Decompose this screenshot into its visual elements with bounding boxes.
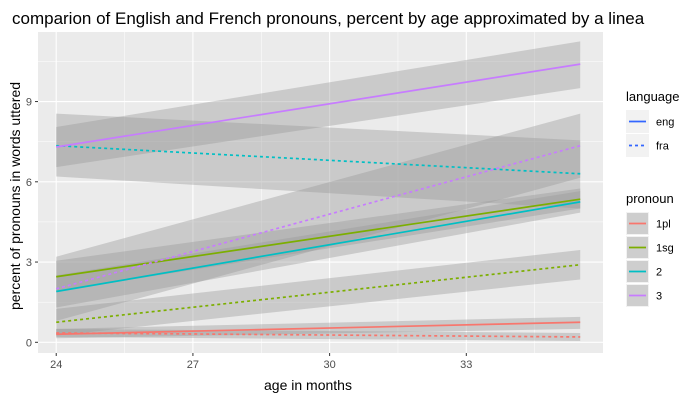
ribbon-3-eng: [56, 41, 581, 168]
trend-lines: [56, 63, 581, 338]
y-axis: 0 3 6 9: [26, 97, 38, 349]
plot-panel: [38, 32, 603, 353]
x-tick-label: 24: [50, 359, 62, 371]
y-tick-label: 9: [26, 97, 32, 109]
legend-label-eng: eng: [656, 117, 674, 129]
y-axis-title: percent of pronouns in words uttered: [7, 82, 23, 310]
y-tick-label: 3: [26, 257, 32, 269]
ribbon-2-fra: [56, 113, 581, 209]
legend-label-1sg: 1sg: [656, 243, 674, 255]
line-1pl-eng: [56, 321, 581, 336]
x-tick-label: 33: [460, 359, 472, 371]
x-axis-title: age in months: [264, 377, 352, 393]
line-2-eng: [56, 201, 581, 293]
y-tick-label: 6: [26, 177, 32, 189]
ribbon-1sg-eng: [56, 188, 581, 292]
legends: language eng fra pronoun 1pl 1sg 2 3: [626, 89, 680, 307]
x-tick-label: 30: [323, 359, 335, 371]
ribbon-2-eng: [56, 191, 581, 308]
legend-label-2: 2: [656, 267, 662, 279]
legend-label-fra: fra: [656, 141, 670, 153]
legend-label-3: 3: [656, 291, 662, 303]
grid-minor: [38, 32, 603, 353]
legend-label-1pl: 1pl: [656, 219, 671, 231]
grid-major: [38, 32, 603, 353]
legend-title-pronoun: pronoun: [626, 191, 674, 206]
x-axis: 24 27 30 33: [50, 353, 472, 371]
line-3-fra: [56, 144, 581, 290]
ribbon-1sg-fra: [56, 250, 581, 336]
line-3-eng: [56, 63, 581, 148]
line-1sg-fra: [56, 263, 581, 324]
y-tick-label: 0: [26, 337, 32, 349]
line-1sg-eng: [56, 198, 581, 278]
chart-title: comparion of English and French pronouns…: [12, 9, 645, 28]
x-tick-label: 27: [187, 359, 199, 371]
legend-title-language: language: [626, 89, 680, 104]
